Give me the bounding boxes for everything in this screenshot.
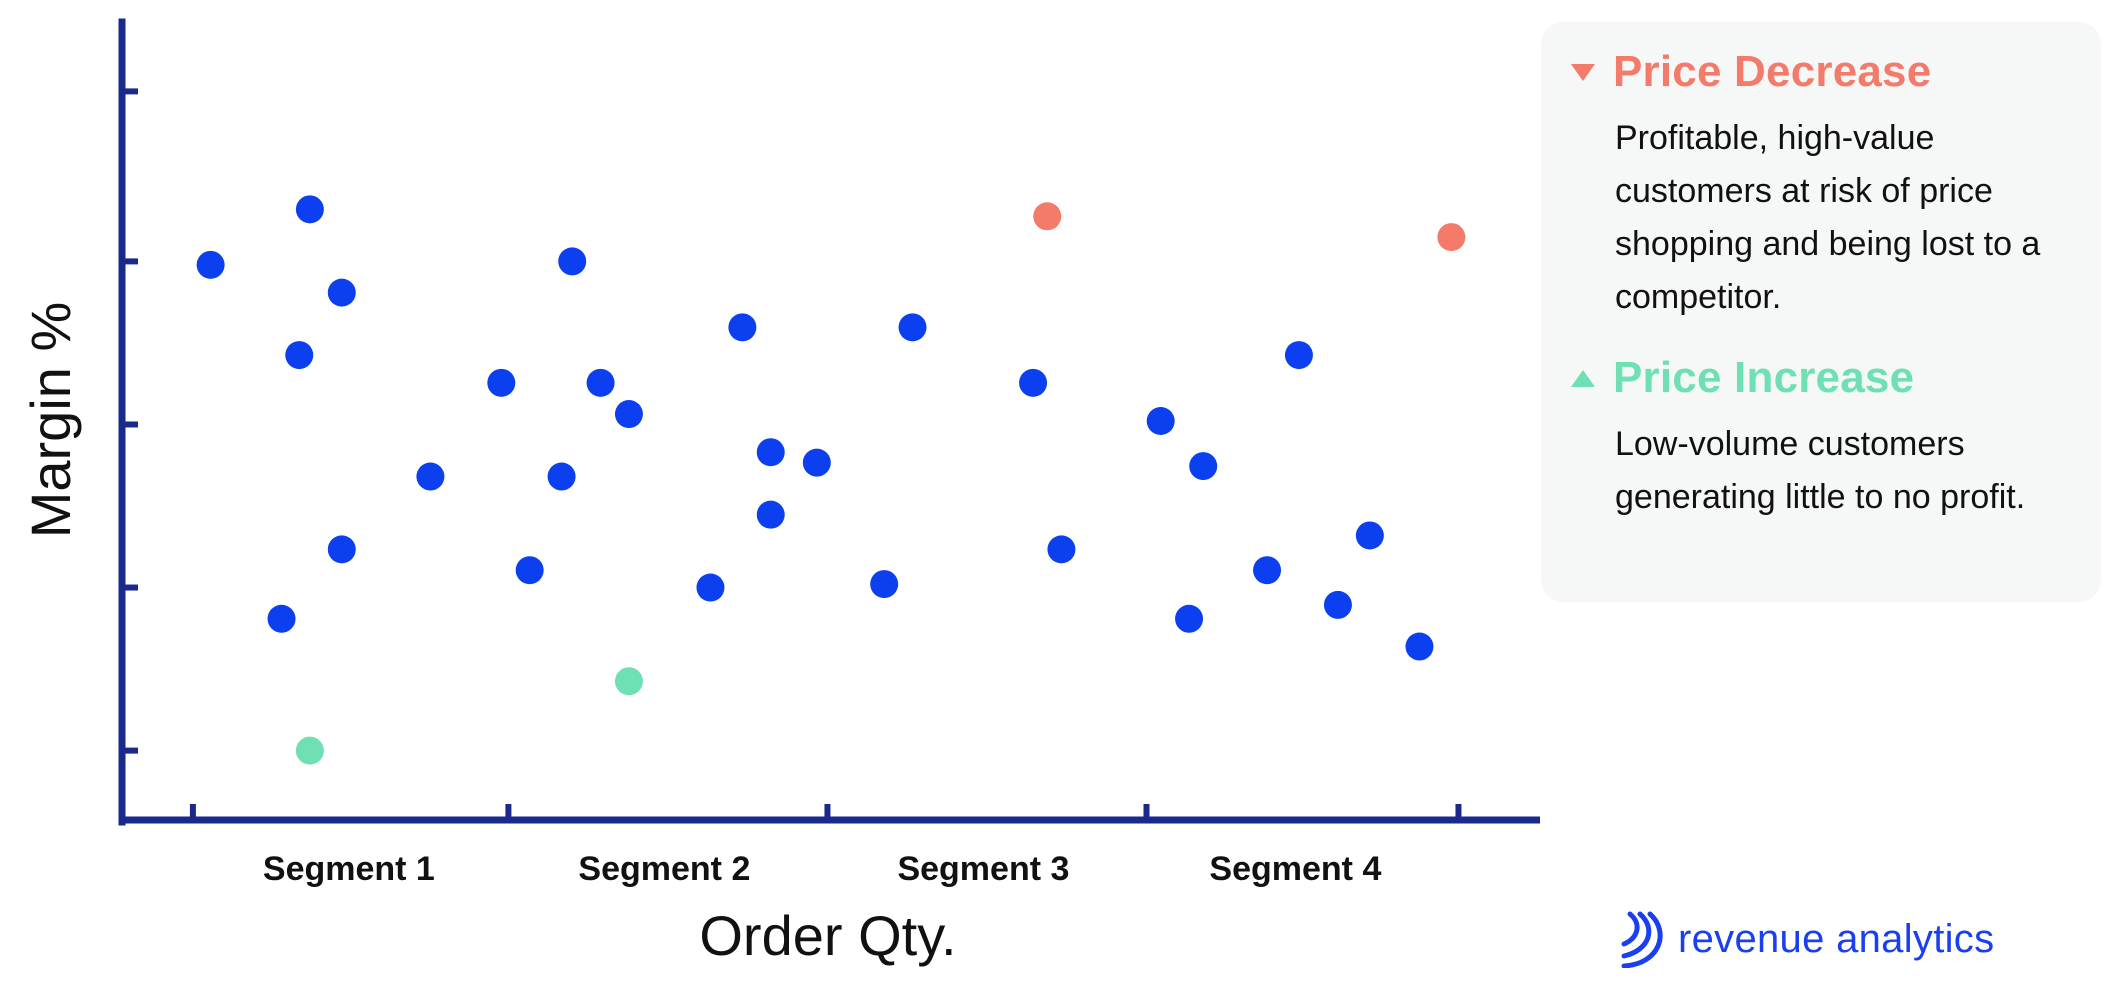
data-point-normal-30 xyxy=(1405,632,1434,661)
x-tick-label-4: Segment 4 xyxy=(1209,850,1381,888)
data-point-increase-34 xyxy=(614,667,643,696)
legend-title-price-decrease: Price Decrease xyxy=(1613,47,1932,96)
data-point-normal-4 xyxy=(327,278,356,307)
data-point-normal-11 xyxy=(547,462,576,491)
legend-panel: Price Decrease Profitable, high-value cu… xyxy=(1541,22,2101,602)
data-point-normal-25 xyxy=(1175,604,1204,633)
data-point-normal-23 xyxy=(1146,407,1175,435)
data-point-normal-19 xyxy=(870,570,899,599)
data-point-normal-22 xyxy=(1047,535,1076,564)
data-point-normal-5 xyxy=(327,535,356,564)
data-point-normal-16 xyxy=(756,438,785,467)
data-point-normal-21 xyxy=(1019,368,1048,397)
data-point-decrease-32 xyxy=(1437,223,1466,252)
data-point-normal-28 xyxy=(1323,590,1352,619)
data-point-normal-14 xyxy=(696,573,725,602)
chart-points xyxy=(196,195,1466,765)
x-tick-label-3: Segment 3 xyxy=(897,850,1069,888)
data-point-normal-18 xyxy=(802,448,831,477)
data-point-normal-26 xyxy=(1253,556,1282,585)
legend-title-price-increase: Price Increase xyxy=(1613,353,1915,402)
triangle-up-icon xyxy=(1571,369,1595,387)
data-point-normal-9 xyxy=(558,247,587,276)
data-point-normal-6 xyxy=(267,604,296,633)
data-point-normal-1 xyxy=(196,250,225,279)
data-point-normal-13 xyxy=(614,400,643,429)
chart-axes xyxy=(118,18,1540,826)
data-point-decrease-31 xyxy=(1033,202,1062,231)
triangle-down-icon xyxy=(1571,63,1595,81)
data-point-normal-29 xyxy=(1355,521,1384,550)
data-point-normal-10 xyxy=(515,556,544,585)
data-point-normal-17 xyxy=(756,500,785,529)
data-point-normal-7 xyxy=(416,462,445,491)
chart-labels: Segment 1 Segment 2 Segment 3 Segment 4 Orde… xyxy=(19,302,1381,967)
data-point-normal-8 xyxy=(487,368,516,397)
x-tick-label-2: Segment 2 xyxy=(578,850,750,888)
x-tick-label-1: Segment 1 xyxy=(263,850,435,888)
data-point-normal-27 xyxy=(1284,341,1313,370)
scatter-chart: Segment 1 Segment 2 Segment 3 Segment 4 Orde… xyxy=(19,18,1540,967)
data-point-normal-12 xyxy=(586,368,615,397)
chart-ticks xyxy=(122,88,1462,820)
revenue-analytics-logo-icon xyxy=(1621,911,1663,968)
data-point-normal-2 xyxy=(295,195,324,224)
legend-description-price-increase: Low-volume customers generating little t… xyxy=(1615,425,2026,516)
y-axis-label: Margin % xyxy=(19,302,82,539)
data-point-normal-15 xyxy=(728,313,757,342)
brand-logo: revenue analytics xyxy=(1620,908,1994,970)
data-point-normal-20 xyxy=(898,313,927,342)
legend-description-price-decrease: Profitable, high-value customers at risk… xyxy=(1615,119,2041,316)
data-point-increase-33 xyxy=(295,736,324,765)
x-axis-label: Order Qty. xyxy=(699,904,956,967)
data-point-normal-24 xyxy=(1189,452,1218,481)
data-point-normal-3 xyxy=(285,341,314,370)
brand-name: revenue analytics xyxy=(1678,916,1995,961)
